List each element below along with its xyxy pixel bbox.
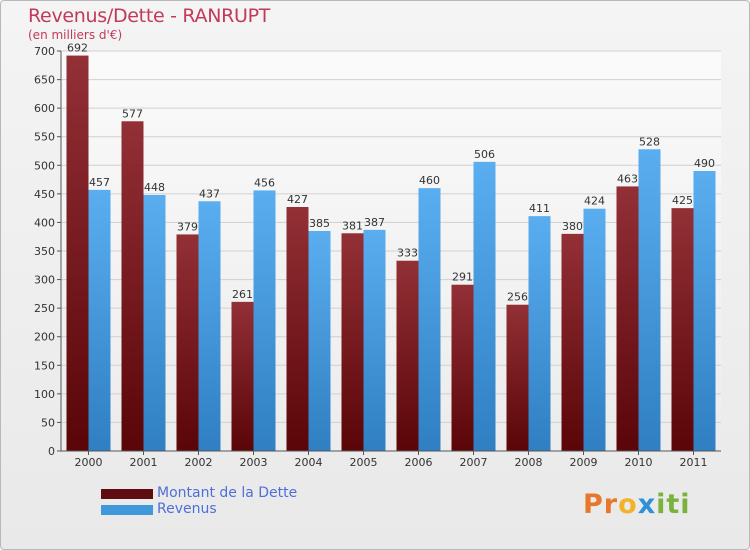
y-tick-label: 500 (34, 159, 55, 172)
bar-revenue (253, 190, 276, 451)
data-label: 261 (232, 288, 253, 301)
legend-label-revenue: Revenus (157, 501, 217, 517)
x-tick-label: 2006 (405, 456, 433, 469)
data-label: 460 (419, 174, 440, 187)
bar-revenue (418, 188, 441, 451)
bar-revenue (638, 149, 661, 452)
logo-letter: r (603, 489, 619, 520)
data-label: 427 (287, 193, 308, 206)
data-label: 425 (672, 194, 693, 207)
chart-title: Revenus/Dette - RANRUPT (28, 5, 271, 27)
bar-debt (176, 234, 199, 451)
bar-debt (561, 233, 584, 451)
x-tick-label: 2011 (680, 456, 708, 469)
x-tick-label: 2001 (130, 456, 158, 469)
bar-debt (396, 260, 419, 451)
bar-debt (506, 304, 529, 451)
bar-revenue (363, 229, 386, 451)
bar-debt (66, 55, 89, 451)
y-tick-label: 300 (34, 274, 55, 287)
bar-debt (671, 208, 694, 451)
y-tick-label: 350 (34, 245, 55, 258)
logo-letter: P (583, 489, 604, 520)
data-label: 456 (254, 176, 275, 189)
bar-debt (121, 121, 144, 452)
data-label: 424 (584, 195, 605, 208)
chart-subtitle: (en milliers d'€) (28, 28, 123, 42)
data-label: 387 (364, 216, 385, 229)
data-label: 506 (474, 148, 495, 161)
bar-revenue (308, 231, 331, 451)
legend-swatch-revenue (101, 505, 153, 515)
x-tick-label: 2003 (240, 456, 268, 469)
bar-debt (616, 186, 639, 451)
y-tick-label: 100 (34, 388, 55, 401)
data-label: 291 (452, 271, 473, 284)
legend-swatch-debt (101, 489, 153, 499)
bar-revenue (583, 208, 606, 451)
data-label: 379 (177, 220, 198, 233)
data-label: 463 (617, 172, 638, 185)
data-label: 437 (199, 187, 220, 200)
bar-revenue (528, 216, 551, 451)
y-tick-label: 450 (34, 188, 55, 201)
x-tick-label: 2007 (460, 456, 488, 469)
bar-debt (341, 233, 364, 451)
y-tick-label: 650 (34, 74, 55, 87)
data-label: 411 (529, 202, 550, 215)
y-tick-label: 150 (34, 359, 55, 372)
x-tick-label: 2005 (350, 456, 378, 469)
y-tick-label: 50 (41, 416, 55, 429)
logo-letter: i (656, 489, 667, 520)
x-tick-label: 2002 (185, 456, 213, 469)
logo-letter: t (666, 489, 681, 520)
bar-revenue (88, 189, 111, 451)
y-tick-label: 550 (34, 131, 55, 144)
logo-letter: o (618, 489, 638, 520)
data-label: 448 (144, 181, 165, 194)
y-tick-label: 0 (48, 445, 55, 458)
data-label: 333 (397, 247, 418, 260)
x-tick-label: 2000 (75, 456, 103, 469)
data-label: 457 (89, 176, 110, 189)
proxiti-logo: Proxiti (583, 489, 691, 520)
data-label: 256 (507, 291, 528, 304)
x-tick-label: 2009 (570, 456, 598, 469)
bar-revenue (693, 171, 716, 451)
legend-label-debt: Montant de la Dette (157, 485, 298, 501)
logo-letter: i (680, 489, 691, 520)
bar-revenue (198, 201, 221, 451)
y-tick-label: 400 (34, 216, 55, 229)
bar-debt (231, 301, 254, 451)
data-label: 381 (342, 219, 363, 232)
bar-debt (286, 207, 309, 451)
y-tick-label: 600 (34, 102, 55, 115)
x-tick-label: 2004 (295, 456, 323, 469)
y-tick-label: 250 (34, 302, 55, 315)
y-tick-label: 700 (34, 45, 55, 58)
data-label: 380 (562, 220, 583, 233)
x-tick-label: 2008 (515, 456, 543, 469)
data-label: 528 (639, 135, 660, 148)
x-tick-label: 2010 (625, 456, 653, 469)
logo-letter: x (637, 489, 657, 520)
data-label: 692 (67, 42, 88, 55)
data-label: 490 (694, 157, 715, 170)
bar-revenue (473, 161, 496, 451)
data-label: 577 (122, 107, 143, 120)
y-tick-label: 200 (34, 331, 55, 344)
bar-revenue (143, 195, 166, 451)
bar-debt (451, 284, 474, 451)
data-label: 385 (309, 217, 330, 230)
